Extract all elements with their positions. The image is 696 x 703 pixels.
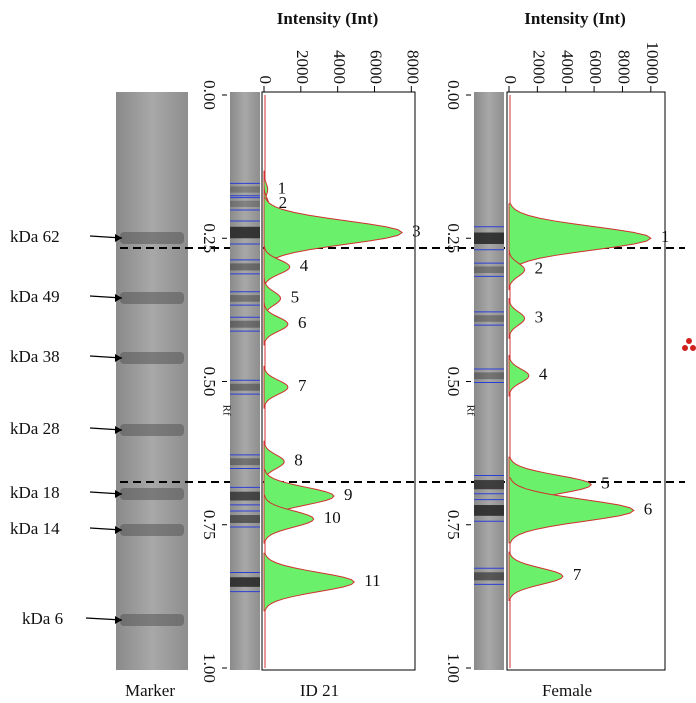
panel-caption: Female <box>542 681 592 700</box>
x-tick-label: 10000 <box>643 42 662 85</box>
y-tick-label: 0.25 <box>444 223 463 253</box>
panel-caption: ID 21 <box>300 681 339 700</box>
y-tick-label: 1.00 <box>444 653 463 683</box>
gel-band <box>230 384 260 391</box>
gel-band <box>230 295 260 302</box>
peak-label: 7 <box>573 565 582 584</box>
gel-band <box>230 263 260 270</box>
x-tick-label: 8000 <box>403 50 422 84</box>
marker-label: kDa 49 <box>10 287 60 306</box>
panel-title: Intensity (Int) <box>277 9 379 28</box>
y-axis-label: Rf <box>220 405 232 416</box>
x-tick-label: 2000 <box>293 50 312 84</box>
peak-label: 4 <box>539 365 548 384</box>
peak-label: 6 <box>298 313 307 332</box>
gel-band <box>230 186 260 192</box>
y-tick-label: 0.75 <box>444 510 463 540</box>
figure: Marker kDa 62kDa 49kDa 38kDa 28kDa 18kDa… <box>0 0 696 703</box>
marker-band <box>120 292 184 304</box>
y-tick-label: 0.00 <box>200 80 219 110</box>
y-tick-label: 0.50 <box>200 367 219 397</box>
x-tick-label: 0 <box>256 76 275 85</box>
peak <box>509 204 651 273</box>
gel-band <box>230 577 260 587</box>
peak-label: 7 <box>298 376 307 395</box>
gel-band <box>230 201 260 207</box>
peak <box>509 355 529 396</box>
marker-gel <box>116 92 188 670</box>
gel-band <box>474 572 504 580</box>
marker-band <box>120 614 184 626</box>
peak <box>264 553 354 611</box>
y-tick-label: 0.25 <box>200 223 219 253</box>
peak-label: 3 <box>535 307 544 326</box>
peak-label: 10 <box>324 508 341 527</box>
gel-band <box>230 492 260 501</box>
gel-band <box>230 321 260 328</box>
marker-caption: Marker <box>125 681 175 700</box>
lane-gel <box>474 92 504 670</box>
peak-label: 5 <box>291 287 300 306</box>
y-tick-label: 0.50 <box>444 367 463 397</box>
gel-band <box>230 227 260 238</box>
marker-band <box>120 424 184 436</box>
peak-label: 2 <box>535 259 544 278</box>
marker-band <box>120 524 184 536</box>
y-axis-label: Rf <box>464 405 476 416</box>
peak-label: 9 <box>344 485 353 504</box>
marker-label: kDa 18 <box>10 483 60 502</box>
x-tick-label: 6000 <box>586 50 605 84</box>
marker-label: kDa 6 <box>22 609 63 628</box>
peak-label: 3 <box>412 221 421 240</box>
marker-label: kDa 14 <box>10 519 60 538</box>
peak-label: 6 <box>644 499 653 518</box>
marker-label: kDa 62 <box>10 227 60 246</box>
marker-label: kDa 28 <box>10 419 60 438</box>
x-tick-label: 4000 <box>558 50 577 84</box>
gel-band <box>474 372 504 379</box>
x-tick-label: 2000 <box>529 50 548 84</box>
marker-band <box>120 488 184 500</box>
red-icon <box>682 338 696 351</box>
y-tick-label: 1.00 <box>200 653 219 683</box>
y-tick-label: 0.75 <box>200 510 219 540</box>
marker-band <box>120 352 184 364</box>
y-tick-label: 0.00 <box>444 80 463 110</box>
x-tick-label: 0 <box>501 76 520 85</box>
marker-band <box>120 232 184 244</box>
gel-band <box>474 505 504 516</box>
peak-label: 11 <box>364 571 380 590</box>
gel-band <box>474 266 504 273</box>
gel-band <box>474 233 504 244</box>
peak-label: 4 <box>300 256 309 275</box>
x-tick-label: 4000 <box>330 50 349 84</box>
peak <box>264 366 288 408</box>
peak <box>509 552 563 600</box>
marker-label: kDa 38 <box>10 347 60 366</box>
gel-band <box>474 315 504 322</box>
peak-label: 8 <box>294 451 303 470</box>
x-tick-label: 8000 <box>615 50 634 84</box>
peak-label: 5 <box>601 474 610 493</box>
peak-label: 1 <box>661 227 670 246</box>
gel-band <box>474 480 504 489</box>
panel-title: Intensity (Int) <box>524 9 626 28</box>
x-tick-label: 6000 <box>367 50 386 84</box>
gel-band <box>230 458 260 465</box>
gel-band <box>230 515 260 523</box>
peak <box>509 299 525 339</box>
